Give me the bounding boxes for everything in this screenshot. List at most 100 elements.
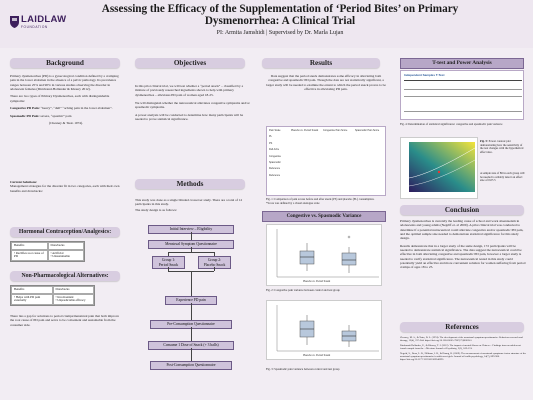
objectives-p1: In this pilot clinical trial, we will te… xyxy=(135,84,244,97)
references-heading: References xyxy=(400,322,524,332)
methods-heading: Methods xyxy=(135,179,245,189)
fig1-caption-text: Fig. 1: Comparison of pain scores before… xyxy=(266,197,375,201)
hormonal-drawbacks-header: Drawbacks xyxy=(47,242,84,250)
fig3-caption: Fig. 3: Spasmodic pain variance between … xyxy=(266,367,340,371)
background-body: Primary dysmenorrhea (PD) is a gynecolog… xyxy=(10,74,122,129)
hormonal-drawback-2: • Unsustainable xyxy=(50,254,70,259)
objectives-p3: A power analysis will be conducted to de… xyxy=(135,112,244,121)
flow-arrow xyxy=(214,267,215,271)
fig1-caption: Fig. 1: Comparison of pain scores before… xyxy=(266,197,386,205)
conclusion-body: Primary dysmenorrhea is currently the le… xyxy=(400,219,526,273)
spasmodic-text: severe, “spasmic” pain xyxy=(39,113,72,118)
conclusion-p1: Primary dysmenorrhea is currently the le… xyxy=(400,219,524,241)
hormonal-benefits-header: Benefits xyxy=(11,242,48,250)
fig5-label: Fig. 5: xyxy=(480,139,488,143)
table-rule xyxy=(404,80,522,81)
nonpharm-drawback-1: • Inconvenient xyxy=(55,294,74,299)
contour-line xyxy=(408,147,476,179)
background-p4: Spasmodic PD Pain: severe, “spasmic” pai… xyxy=(10,114,122,118)
spasmodic-boxplot: Placebo vs. Period Snack xyxy=(266,300,382,360)
flow-step-post-questionnaire: Post-Consumption Questionnaire xyxy=(150,361,232,370)
background-heading: Background xyxy=(10,58,120,68)
spasmodic-label: Spasmodic PD Pain: xyxy=(10,113,40,118)
flow-arrow xyxy=(191,232,192,240)
table-row-label: PL xyxy=(269,135,272,139)
gap-statement: There lies a gap for solutions to period… xyxy=(10,314,120,327)
nonpharm-benefit-1: • Helps with PD pain externally xyxy=(11,293,53,305)
background-p1: Primary dysmenorrhea (PD) is a gynecolog… xyxy=(10,74,119,91)
outlier-point xyxy=(347,235,351,239)
hormonal-heading: Hormonal Contraception/Analgesics: xyxy=(10,227,120,237)
flow-group-1: Group 1: Period Snack xyxy=(152,256,185,270)
current-solutions-label: Current Solutions: xyxy=(10,180,38,184)
poster-authors: PI: Armita Jamshidi | Supervised by Dr. … xyxy=(216,30,344,36)
x-axis-label: Placebo vs. Period Snack xyxy=(303,280,331,283)
flow-arrow xyxy=(214,252,215,256)
fig5-caption: Fig. 5: Power contour plot demonstrating… xyxy=(480,139,526,154)
current-solutions: Current Solutions: Management strategies… xyxy=(10,180,122,196)
table-row-label: Reference xyxy=(269,173,281,177)
nonpharm-drawbacks-list: • Inconvenient • Unpredictable efficacy xyxy=(52,293,94,305)
logo-text: LAIDLAW xyxy=(21,14,67,25)
contour-fill xyxy=(409,142,475,192)
table-header: Placebo vs. Period Snack xyxy=(291,129,319,132)
ttest-subheading: Independent Samples T-Test xyxy=(404,73,445,77)
x-axis-label: Placebo vs. Period Snack xyxy=(303,354,331,357)
fig4-caption: Fig. 4: Determination of statistical sig… xyxy=(400,122,503,126)
methods-p1: This study was done as a single blinded … xyxy=(135,198,243,207)
congestive-label: Congestive PD Pain: xyxy=(10,106,40,111)
fig5-sample-size: A sample size of 86 in each group will b… xyxy=(480,171,525,182)
methods-body: This study was done as a single blinded … xyxy=(135,198,252,215)
congestive-boxplot: Placebo vs. Period Snack xyxy=(266,224,382,286)
poster-header xyxy=(0,0,533,48)
conclusion-p2: Results demonstrate that in a larger stu… xyxy=(400,243,526,270)
ttest-heading: T-test and Power Analysis xyxy=(400,58,524,69)
objectives-heading: Objectives xyxy=(135,58,245,68)
table-row-label: Reference xyxy=(269,167,281,171)
flow-arrow xyxy=(168,267,169,271)
objectives-p2: We will distinguish whether the nutraceu… xyxy=(135,100,250,110)
pain-score-table: Pain Scale Placebo vs. Period Snack Cong… xyxy=(266,126,386,196)
hormonal-table: Benefits Drawbacks • Rectifies root caus… xyxy=(10,241,85,262)
nonpharm-benefits-header: Benefits xyxy=(11,286,53,294)
table-header: Spasmodic Pain Score xyxy=(355,129,380,132)
box-period-snack xyxy=(341,252,357,266)
table-row-label: Spasmodic xyxy=(269,160,281,164)
laidlaw-logo: LAIDLAW FOUNDATION xyxy=(9,14,66,30)
flow-arrow xyxy=(191,303,192,320)
current-solutions-text: Management strategies for the disorder f… xyxy=(10,184,120,193)
nonpharm-heading: Non-Pharmacological Alternatives: xyxy=(10,271,120,281)
reference-item: Negriff, S., Dorn, L. D., Hillman, J. B.… xyxy=(400,352,526,361)
table-header: Congestive Pain Score xyxy=(323,129,348,132)
flow-arrow xyxy=(191,247,192,252)
laidlaw-crest-icon xyxy=(10,16,19,28)
table-row-label: Congestive xyxy=(269,154,281,158)
table-rule xyxy=(404,89,522,90)
background-p3: Congestive PD Pain: “heavy”, “dull” “ach… xyxy=(10,106,122,110)
poster-title: Assessing the Efficacy of the Supplement… xyxy=(101,3,459,28)
logo-subtext: FOUNDATION xyxy=(21,25,48,29)
reference-item: Dirnbrand-Hollander, E., & Khoury, T. J.… xyxy=(400,344,521,350)
objectives-body: In this pilot clinical trial, we will te… xyxy=(135,84,252,124)
box-placebo xyxy=(299,250,315,265)
table-rule xyxy=(404,111,522,112)
table-row-label: Dull Ache xyxy=(269,148,280,152)
fig2-caption: Fig. 2: Congestive pain variance between… xyxy=(266,288,340,292)
flow-arrow xyxy=(191,327,192,341)
fig5-text: Power contour plot demonstrating how the… xyxy=(480,139,524,154)
pain-score-grid: Pain Scale Placebo vs. Period Snack Cong… xyxy=(267,127,385,179)
nonpharm-table: Benefits Drawbacks • Helps with PD pain … xyxy=(10,285,95,306)
nonpharm-drawbacks-header: Drawbacks xyxy=(52,286,94,294)
methods-p2: The study design is as follows: xyxy=(135,207,177,212)
power-contour-plot xyxy=(400,137,478,199)
flow-arrow xyxy=(168,252,169,256)
results-body: Data suggest that the period snack demon… xyxy=(266,74,386,91)
congestive-boxplot-svg xyxy=(276,229,379,278)
conclusion-heading: Conclusion xyxy=(400,205,524,215)
fig1-caption-note: *Score was defined by a visual analogue … xyxy=(266,200,320,205)
hormonal-drawback-1: • Artificial xyxy=(50,250,64,255)
ttest-table: Independent Samples T-Test xyxy=(400,70,524,120)
reference-item: Chesney, M. A., & Tasto, D. L. (1974). T… xyxy=(400,336,523,342)
congestive-text: “heavy”, “dull” “aching pain in the lowe… xyxy=(39,106,113,111)
table-row-label: PS xyxy=(269,141,273,145)
